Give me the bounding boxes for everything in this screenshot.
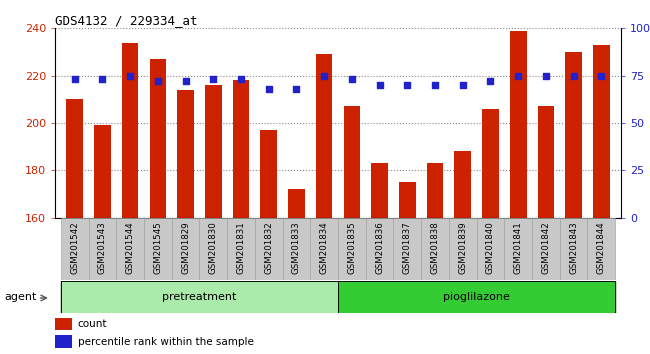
Bar <box>338 281 615 313</box>
Bar <box>116 218 144 280</box>
Bar <box>55 335 72 348</box>
Bar <box>310 218 338 280</box>
Text: pioglilazone: pioglilazone <box>443 292 510 302</box>
Text: GSM201545: GSM201545 <box>153 222 162 274</box>
Bar <box>205 85 222 354</box>
Text: GSM201844: GSM201844 <box>597 222 606 274</box>
Text: GSM201841: GSM201841 <box>514 222 523 274</box>
Point <box>568 73 578 79</box>
Point <box>263 86 274 92</box>
Bar <box>61 281 338 313</box>
Text: agent: agent <box>5 292 37 302</box>
Bar <box>144 218 172 280</box>
Text: GSM201837: GSM201837 <box>403 222 412 274</box>
Bar <box>233 80 250 354</box>
Text: GSM201836: GSM201836 <box>375 222 384 274</box>
Text: GSM201835: GSM201835 <box>347 222 356 274</box>
Bar <box>538 107 554 354</box>
Text: count: count <box>78 319 107 329</box>
Text: GSM201842: GSM201842 <box>541 222 551 274</box>
Point <box>430 82 440 88</box>
Point <box>125 73 135 79</box>
Point <box>98 76 108 82</box>
Bar <box>504 218 532 280</box>
Bar <box>588 218 615 280</box>
Bar <box>200 218 227 280</box>
Bar <box>261 130 277 354</box>
Point <box>346 76 357 82</box>
Text: GSM201544: GSM201544 <box>125 222 135 274</box>
Bar <box>61 218 88 280</box>
Bar <box>566 52 582 354</box>
Text: pretreatment: pretreatment <box>162 292 237 302</box>
Bar <box>510 31 526 354</box>
Bar <box>449 218 476 280</box>
Text: GSM201831: GSM201831 <box>237 222 246 274</box>
Text: GSM201833: GSM201833 <box>292 222 301 274</box>
Point <box>513 73 523 79</box>
Bar <box>227 218 255 280</box>
Bar <box>344 107 360 354</box>
Bar <box>316 55 332 354</box>
Point <box>486 79 496 84</box>
Bar <box>66 99 83 354</box>
Text: GSM201834: GSM201834 <box>320 222 329 274</box>
Point <box>153 79 163 84</box>
Bar <box>399 182 415 354</box>
Bar <box>476 218 504 280</box>
Bar <box>172 218 200 280</box>
Bar <box>55 318 72 330</box>
Bar <box>426 163 443 354</box>
Point <box>541 73 551 79</box>
Bar <box>454 152 471 354</box>
Text: GDS4132 / 229334_at: GDS4132 / 229334_at <box>55 14 198 27</box>
Bar <box>88 218 116 280</box>
Bar <box>150 59 166 354</box>
Bar <box>371 163 388 354</box>
Text: GSM201840: GSM201840 <box>486 222 495 274</box>
Bar <box>255 218 283 280</box>
Bar <box>177 90 194 354</box>
Point <box>458 82 468 88</box>
Point <box>180 79 190 84</box>
Bar <box>421 218 449 280</box>
Text: percentile rank within the sample: percentile rank within the sample <box>78 337 254 347</box>
Point <box>208 76 218 82</box>
Point <box>374 82 385 88</box>
Text: GSM201830: GSM201830 <box>209 222 218 274</box>
Text: GSM201843: GSM201843 <box>569 222 578 274</box>
Text: GSM201832: GSM201832 <box>264 222 273 274</box>
Text: GSM201542: GSM201542 <box>70 222 79 274</box>
Point <box>291 86 302 92</box>
Bar <box>560 218 588 280</box>
Bar <box>532 218 560 280</box>
Point <box>596 73 606 79</box>
Bar <box>122 42 138 354</box>
Text: GSM201543: GSM201543 <box>98 222 107 274</box>
Point <box>236 76 246 82</box>
Bar <box>338 218 366 280</box>
Bar <box>94 125 111 354</box>
Bar <box>393 218 421 280</box>
Bar <box>593 45 610 354</box>
Bar <box>482 109 499 354</box>
Text: GSM201839: GSM201839 <box>458 222 467 274</box>
Bar <box>366 218 393 280</box>
Bar <box>288 189 305 354</box>
Text: GSM201838: GSM201838 <box>430 222 439 274</box>
Bar <box>283 218 310 280</box>
Text: GSM201829: GSM201829 <box>181 222 190 274</box>
Point <box>319 73 330 79</box>
Point <box>402 82 413 88</box>
Point <box>70 76 80 82</box>
